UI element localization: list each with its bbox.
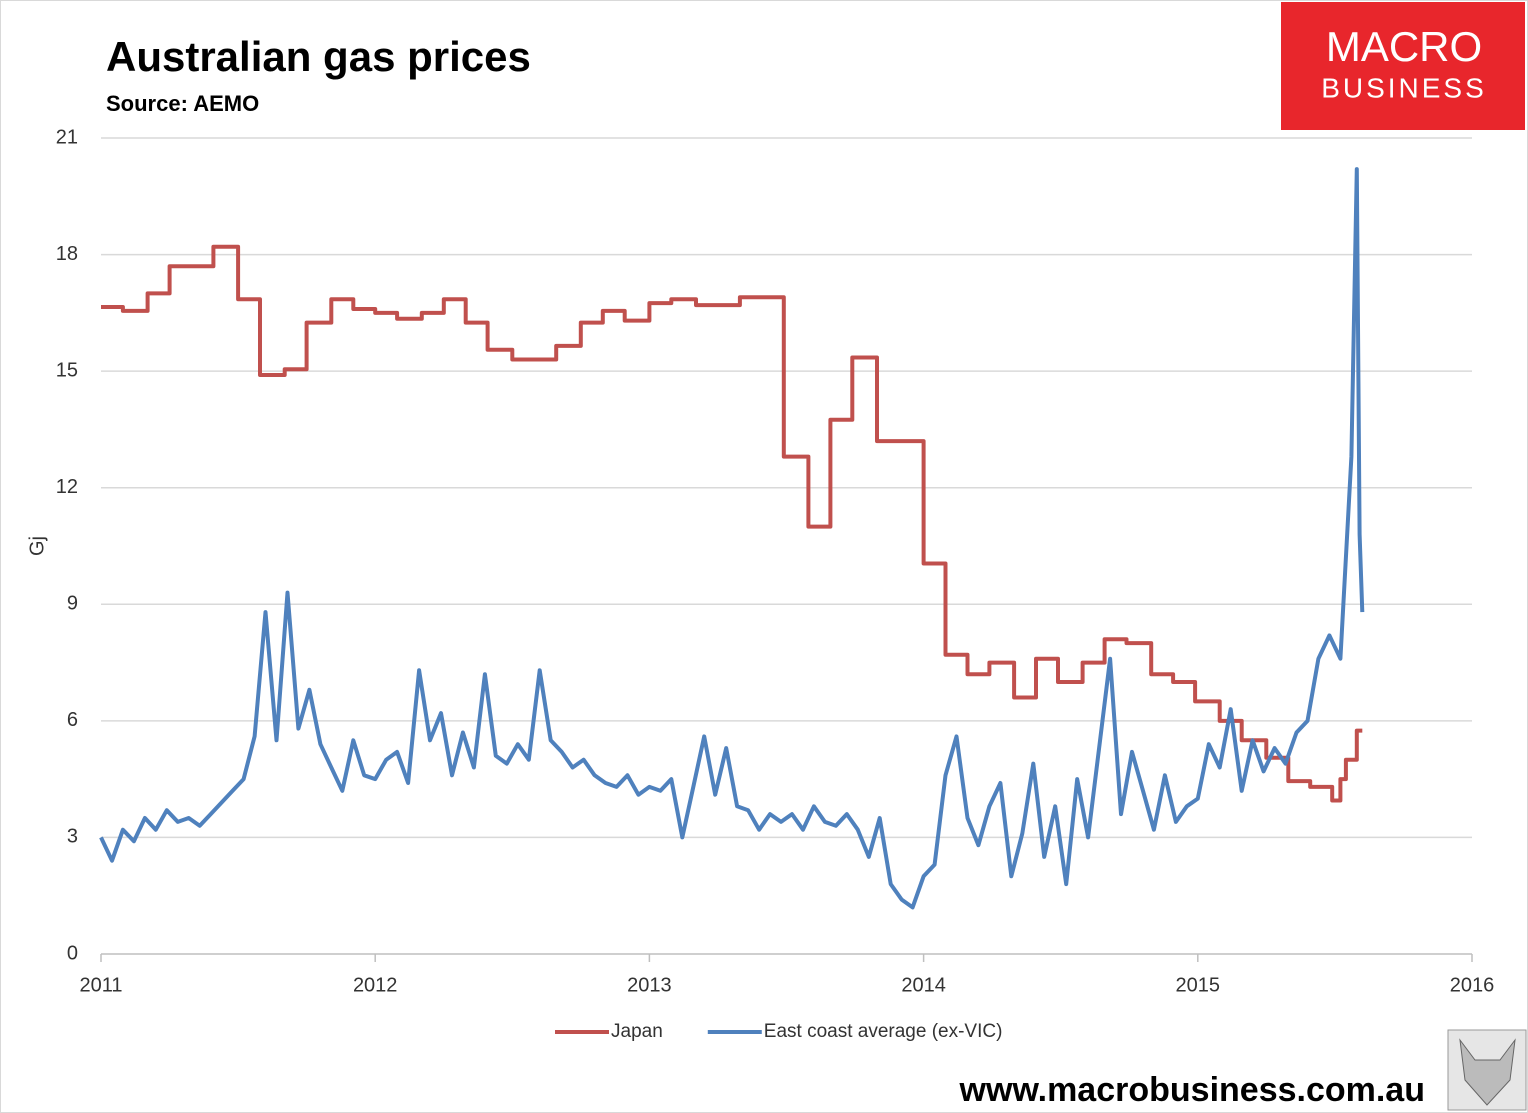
logo-text: BUSINESS: [1321, 72, 1487, 103]
y-tick-label: 15: [56, 359, 78, 381]
logo-box: [1281, 2, 1525, 130]
y-axis-label: Gj: [26, 536, 48, 556]
series-line: [99, 167, 1365, 910]
y-tick-label: 9: [67, 593, 78, 615]
y-tick-label: 12: [56, 476, 78, 498]
footer-url: www.macrobusiness.com.au: [959, 1071, 1425, 1109]
x-tick-label: 2011: [79, 974, 122, 996]
x-tick-label: 2012: [353, 974, 398, 996]
x-tick-label: 2013: [627, 974, 672, 996]
x-tick-label: 2016: [1450, 974, 1495, 996]
y-tick-label: 21: [56, 126, 78, 148]
legend-label: Japan: [611, 1021, 663, 1042]
y-tick-label: 6: [67, 709, 78, 731]
y-tick-label: 18: [56, 243, 78, 265]
series-line: [101, 244, 1363, 803]
legend-label: East coast average (ex-VIC): [764, 1021, 1003, 1042]
fox-icon-shape: [1459, 1038, 1516, 1106]
chart-subtitle: Source: AEMO: [106, 91, 259, 116]
y-tick-label: 3: [67, 826, 78, 848]
logo-text: MACRO: [1326, 23, 1482, 70]
y-tick-label: 0: [67, 942, 78, 964]
x-tick-label: 2015: [1176, 974, 1221, 996]
x-tick-label: 2014: [901, 974, 946, 996]
chart-title: Australian gas prices: [106, 33, 531, 80]
